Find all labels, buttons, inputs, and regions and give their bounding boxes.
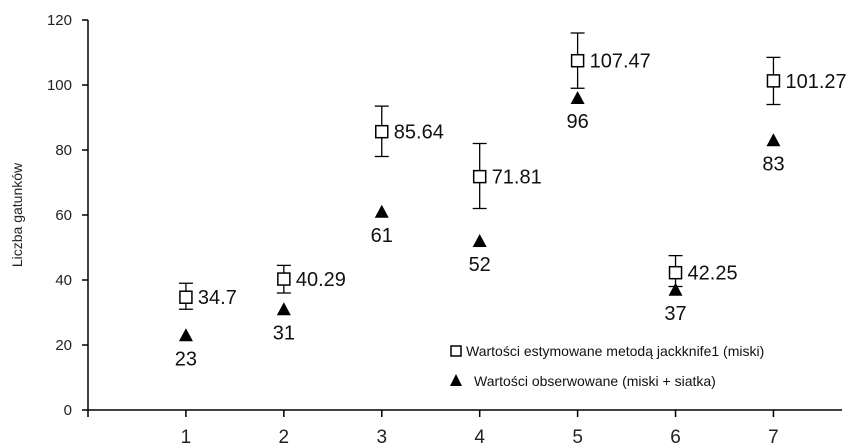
data-label-estimated: 42.25	[688, 263, 738, 285]
series-observed	[178, 91, 781, 342]
data-point-triangle	[570, 91, 585, 104]
y-tick-label: 120	[47, 12, 72, 29]
x-tick-label: 6	[670, 427, 681, 447]
data-label-observed: 96	[566, 111, 588, 133]
legend: Wartości estymowane metodą jackknife1 (m…	[450, 343, 764, 389]
legend-label-estimated: Wartości estymowane metodą jackknife1 (m…	[466, 343, 764, 359]
y-tick-label: 60	[55, 207, 72, 224]
x-axis-ticks: 1 2 3 4 5 6 7	[87, 410, 779, 447]
x-tick-label: 2	[279, 427, 290, 447]
data-point-triangle	[276, 302, 291, 316]
x-tick-label: 7	[768, 427, 779, 447]
y-tick-label: 0	[64, 402, 72, 419]
legend-label-observed: Wartości obserwowane (miski + siatka)	[474, 373, 716, 389]
data-point-triangle	[472, 234, 487, 247]
data-label-observed: 23	[175, 348, 197, 370]
data-point-triangle	[374, 204, 389, 218]
data-point-square	[668, 265, 683, 280]
data-labels: 34.7 40.29 85.64 71.81 107.47 42.25 101.27 23 31…	[175, 51, 847, 371]
x-tick-label: 4	[474, 427, 485, 447]
y-tick-label: 20	[55, 337, 72, 354]
x-tick-label: 3	[376, 427, 387, 447]
data-label-estimated: 107.47	[590, 51, 651, 73]
data-label-estimated: 101.27	[785, 71, 846, 93]
x-tick-label: 5	[572, 427, 583, 447]
data-point-triangle	[178, 328, 193, 342]
data-label-observed: 31	[273, 322, 295, 344]
y-tick-label: 40	[55, 272, 72, 289]
data-label-observed: 61	[371, 225, 393, 247]
data-label-estimated: 85.64	[394, 122, 444, 144]
x-tick-label: 1	[181, 427, 192, 447]
y-tick-label: 80	[55, 142, 72, 159]
data-label-observed: 52	[469, 254, 491, 276]
data-label-estimated: 71.81	[492, 167, 542, 189]
data-point-square	[766, 74, 781, 88]
data-point-triangle	[766, 133, 781, 147]
data-label-estimated: 40.29	[296, 269, 346, 291]
series-estimated	[179, 53, 781, 304]
y-axis-title: Liczba gatunków	[9, 162, 25, 267]
y-tick-label: 100	[47, 77, 72, 94]
data-point-square	[375, 124, 389, 139]
data-point-square	[277, 272, 291, 286]
legend-square-icon	[450, 345, 462, 357]
data-point-square	[179, 290, 193, 304]
data-point-square	[472, 169, 487, 184]
y-axis-ticks: 0 20 40 60 80 100 120	[47, 12, 88, 419]
data-label-observed: 37	[664, 303, 686, 325]
data-label-estimated: 34.7	[198, 287, 237, 309]
data-label-observed: 83	[762, 153, 784, 175]
data-point-triangle	[668, 282, 683, 296]
legend-triangle-icon	[450, 374, 462, 386]
data-point-square	[570, 53, 585, 68]
